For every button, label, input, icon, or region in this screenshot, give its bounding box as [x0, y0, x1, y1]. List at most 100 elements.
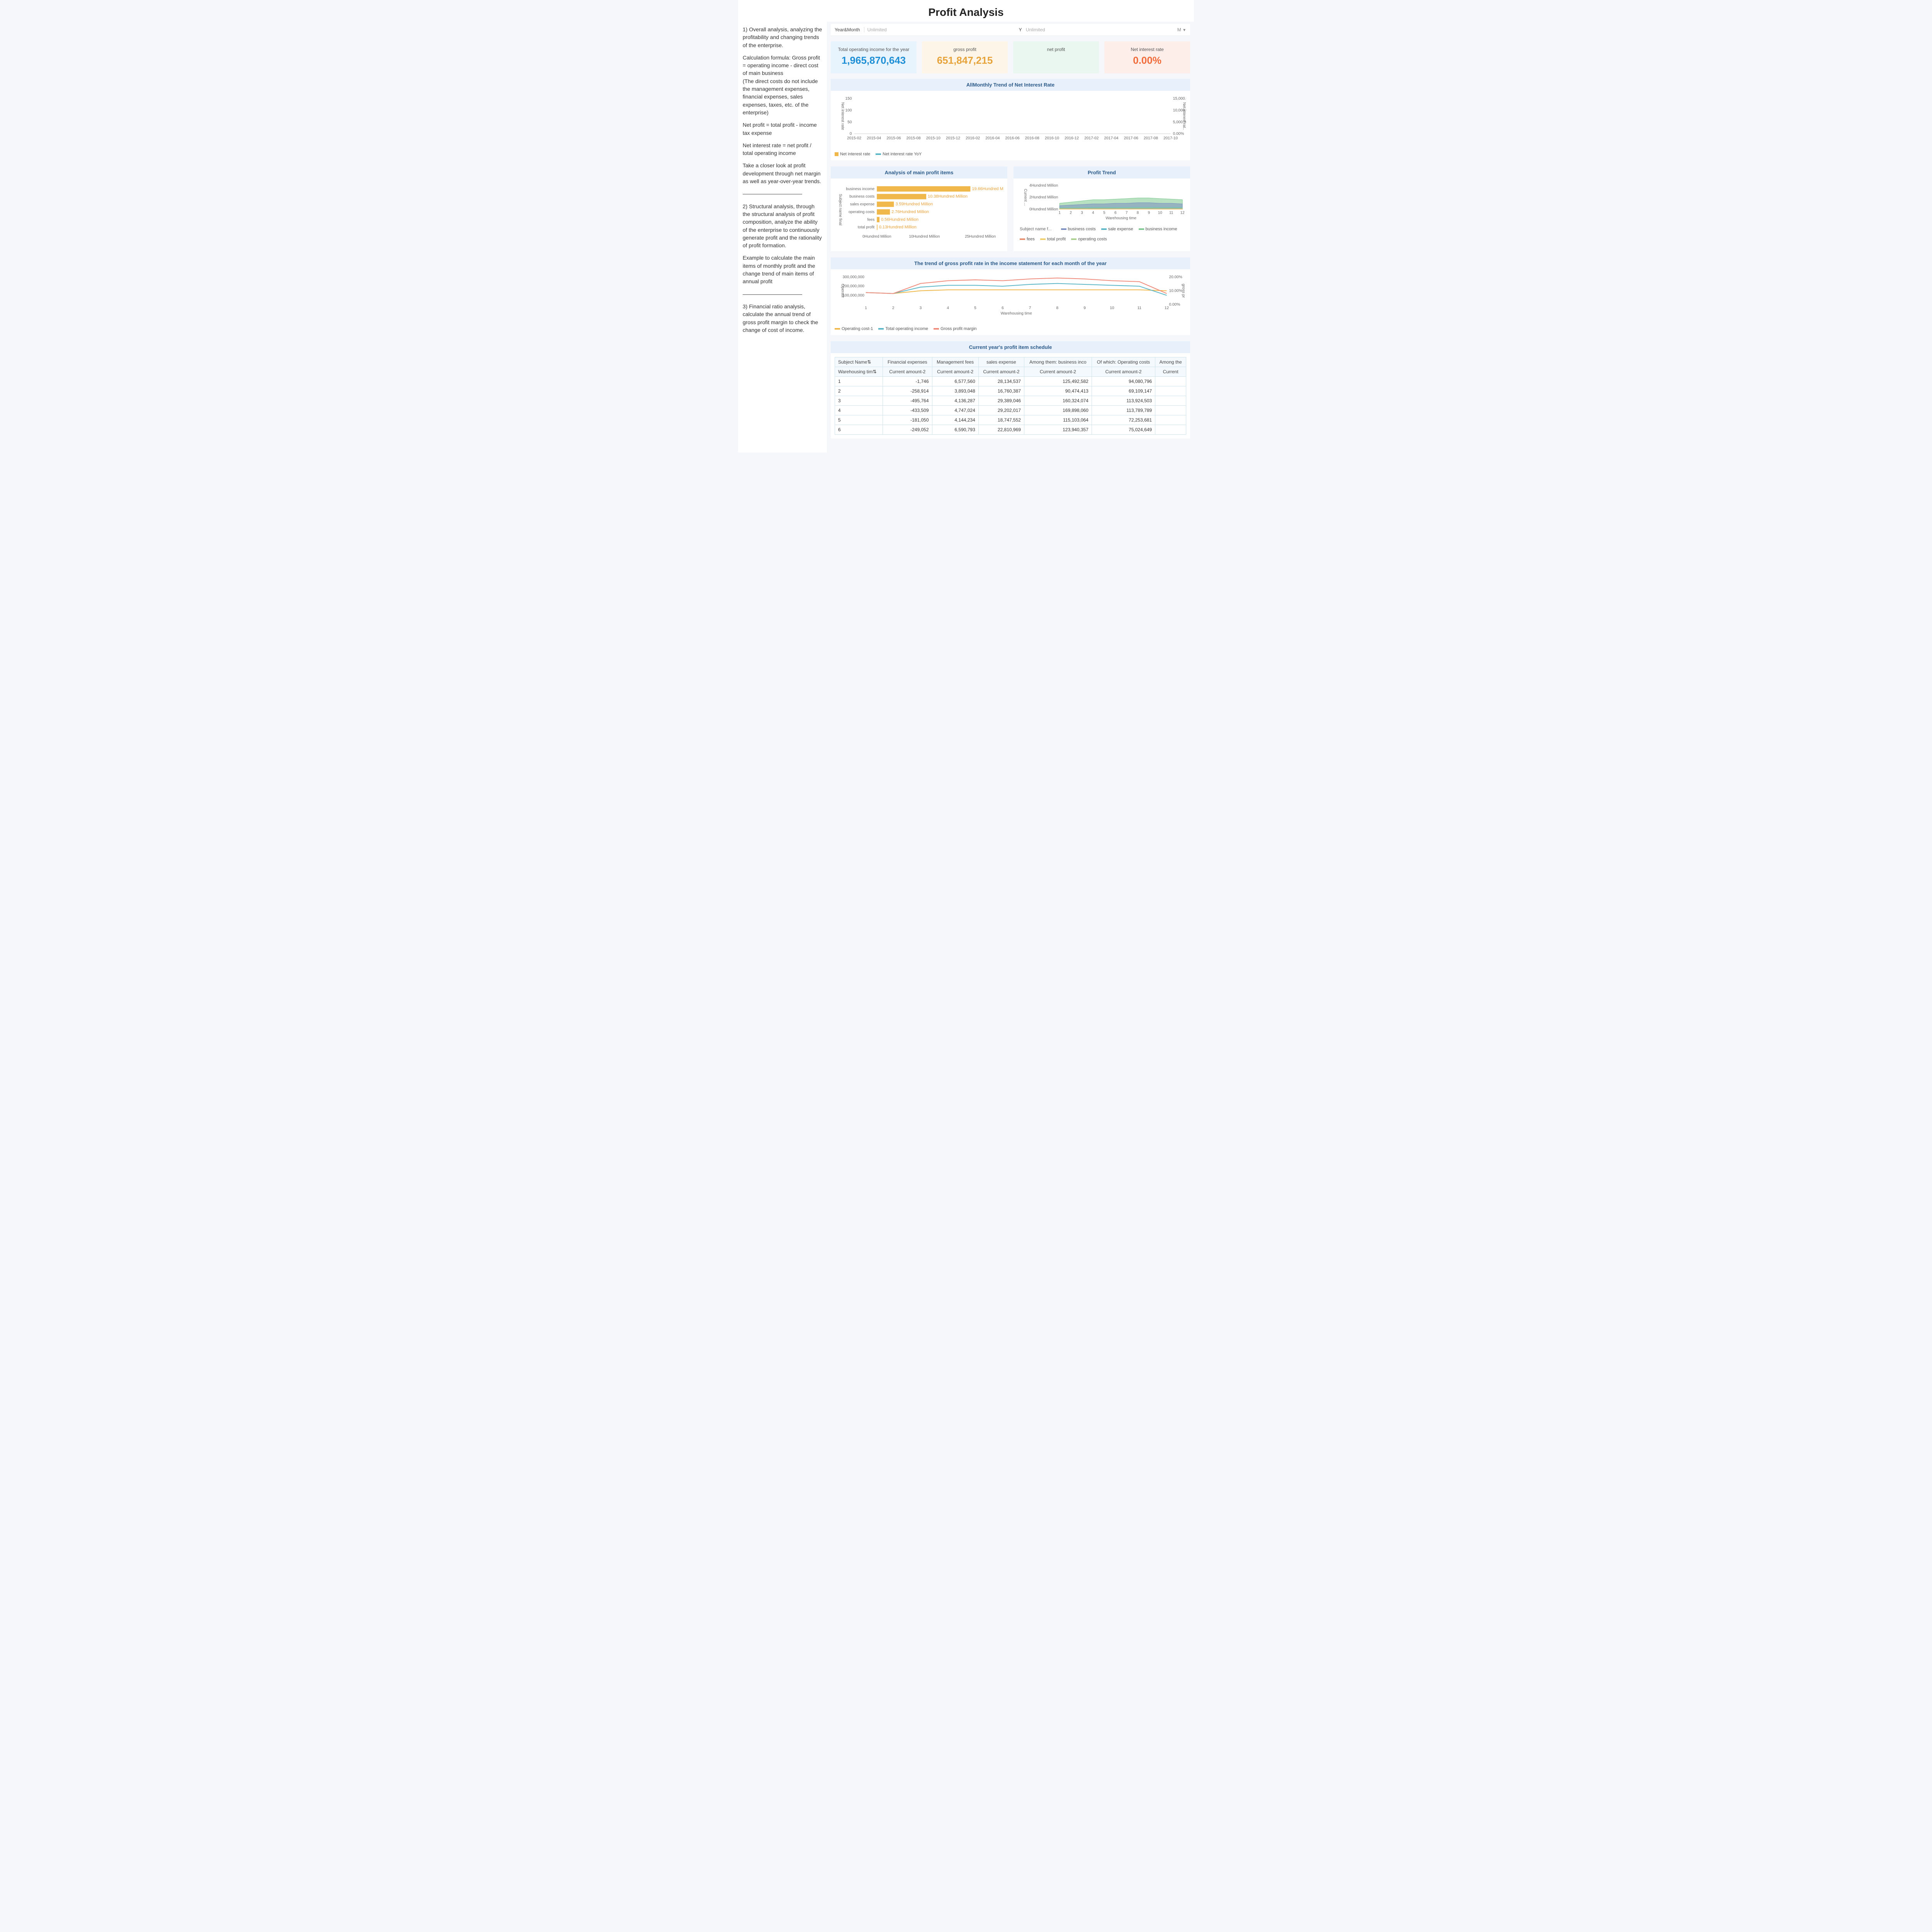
kpi-value: 1,965,870,643 — [835, 54, 913, 66]
table-header[interactable]: Current amount-2 — [978, 367, 1024, 376]
svg-text:business costs: business costs — [849, 194, 874, 199]
svg-text:10Hundred Million: 10Hundred Million — [909, 235, 940, 239]
kpi-card: net profit — [1013, 41, 1099, 73]
panel-schedule: Current year's profit item schedule Subj… — [831, 341, 1190, 439]
table-cell: 16,760,387 — [978, 386, 1024, 396]
svg-text:0.00%: 0.00% — [1173, 132, 1184, 136]
panel-profit-items-title: Analysis of main profit items — [831, 167, 1007, 179]
table-header[interactable]: Warehousing tim⇅ — [835, 367, 883, 376]
panel-gross-trend-title: The trend of gross profit rate in the in… — [831, 257, 1190, 269]
table-cell: 113,924,503 — [1092, 396, 1155, 405]
table-row: 2-258,9143,893,04816,760,38790,474,41369… — [835, 386, 1186, 396]
table-cell: -181,050 — [883, 415, 932, 425]
table-row: 6-249,0526,590,79322,810,969123,940,3577… — [835, 425, 1186, 434]
legend-item: Net interest rate YoY — [876, 152, 922, 156]
legend-item: fees — [1020, 237, 1035, 242]
table-cell: 3 — [835, 396, 883, 405]
filter-m-dropdown[interactable]: M ▼ — [1177, 27, 1186, 32]
table-header[interactable]: Among them: business inco — [1024, 357, 1092, 367]
profit-trend-chart: 0Hundred Million2Hundred Million4Hundred… — [1017, 182, 1186, 224]
table-cell: 4 — [835, 405, 883, 415]
table-header[interactable]: Among the — [1155, 357, 1186, 367]
kpi-label: Net interest rate — [1108, 47, 1186, 52]
svg-text:5: 5 — [1103, 211, 1105, 215]
table-row: 1-1,7466,577,56028,134,537125,492,58294,… — [835, 376, 1186, 386]
kpi-label: Total operating income for the year — [835, 47, 913, 52]
table-cell — [1155, 415, 1186, 425]
table-row: 4-433,5094,747,02429,202,017169,898,0601… — [835, 405, 1186, 415]
table-cell — [1155, 386, 1186, 396]
table-header[interactable]: Current — [1155, 367, 1186, 376]
profit-items-chart: business income19.66Hundred Millionbusin… — [835, 182, 1003, 248]
svg-text:12: 12 — [1165, 306, 1169, 310]
table-cell: 94,080,796 — [1092, 376, 1155, 386]
svg-text:100,000,000: 100,000,000 — [843, 294, 865, 298]
svg-text:25Hundred Million: 25Hundred Million — [965, 235, 996, 239]
table-cell: 72,253,681 — [1092, 415, 1155, 425]
svg-text:10.38Hundred Million: 10.38Hundred Million — [928, 194, 968, 199]
table-cell: 18,747,552 — [978, 415, 1024, 425]
svg-text:9: 9 — [1083, 306, 1086, 310]
table-cell: 6,590,793 — [932, 425, 978, 434]
svg-text:0Hundred Million: 0Hundred Million — [862, 235, 891, 239]
table-header[interactable]: Current amount-2 — [1092, 367, 1155, 376]
legend-item: Gross profit margin — [934, 327, 977, 331]
table-cell — [1155, 405, 1186, 415]
sidebar-paragraph: 1) Overall analysis, analyzing the profi… — [743, 26, 822, 49]
svg-text:sales expense: sales expense — [850, 202, 875, 206]
kpi-value: 651,847,215 — [926, 54, 1004, 66]
table-cell: -495,764 — [883, 396, 932, 405]
table-cell: 4,144,234 — [932, 415, 978, 425]
svg-text:2016-08: 2016-08 — [1025, 136, 1039, 140]
svg-text:2Hundred Million: 2Hundred Million — [1029, 195, 1058, 199]
filter-y-value[interactable]: Unlimited — [1026, 27, 1045, 32]
table-cell: -1,746 — [883, 376, 932, 386]
svg-text:10: 10 — [1110, 306, 1114, 310]
table-header[interactable]: Financial expenses — [883, 357, 932, 367]
monthly-trend-chart: 0501001500.00%5,000.00%10,000.00%15,000.… — [835, 95, 1186, 150]
svg-text:8: 8 — [1056, 306, 1059, 310]
kpi-card: Net interest rate 0.00% — [1104, 41, 1190, 73]
svg-text:0.56Hundred Million: 0.56Hundred Million — [881, 217, 918, 222]
table-cell: 6 — [835, 425, 883, 434]
table-header[interactable]: Current amount-2 — [932, 367, 978, 376]
table-row: 3-495,7644,136,28729,389,046160,324,0741… — [835, 396, 1186, 405]
gross-trend-legend: Operating cost-1Total operating incomeGr… — [835, 327, 1186, 331]
profit-trend-legend: Subject name f...business costssale expe… — [1020, 227, 1186, 242]
table-cell: 22,810,969 — [978, 425, 1024, 434]
table-cell: -433,509 — [883, 405, 932, 415]
table-cell: 4,747,024 — [932, 405, 978, 415]
table-header[interactable]: Current amount-2 — [1024, 367, 1092, 376]
svg-text:Warehousing time: Warehousing time — [1105, 216, 1136, 220]
svg-text:total profit: total profit — [858, 225, 875, 230]
table-cell: 5 — [835, 415, 883, 425]
kpi-value: 0.00% — [1108, 54, 1186, 66]
svg-text:2017-08: 2017-08 — [1144, 136, 1158, 140]
table-header[interactable]: sales expense — [978, 357, 1024, 367]
sidebar-notes: 1) Overall analysis, analyzing the profi… — [738, 22, 827, 452]
svg-text:150: 150 — [845, 97, 852, 101]
svg-text:Operatir: Operatir — [840, 284, 845, 298]
svg-text:4Hundred Million: 4Hundred Million — [1029, 183, 1058, 187]
table-header[interactable]: Current amount-2 — [883, 367, 932, 376]
table-cell: 69,109,147 — [1092, 386, 1155, 396]
table-cell: -249,052 — [883, 425, 932, 434]
sidebar-paragraph: Example to calculate the main items of m… — [743, 254, 822, 285]
svg-text:2015-02: 2015-02 — [847, 136, 861, 140]
kpi-card: Total operating income for the year 1,96… — [831, 41, 917, 73]
filter-y-label: Y — [1019, 27, 1022, 32]
svg-text:2015-06: 2015-06 — [886, 136, 901, 140]
svg-text:50: 50 — [847, 120, 852, 124]
svg-text:200,000,000: 200,000,000 — [843, 284, 865, 289]
table-cell — [1155, 425, 1186, 434]
table-header[interactable]: Management fees — [932, 357, 978, 367]
legend-item: total profit — [1040, 237, 1066, 242]
table-cell: 113,789,789 — [1092, 405, 1155, 415]
table-header[interactable]: Subject Name⇅ — [835, 357, 883, 367]
gross-trend-chart: 100,000,000200,000,000300,000,0000.00%10… — [835, 273, 1186, 324]
svg-text:operating costs: operating costs — [849, 210, 874, 214]
table-header[interactable]: Of which: Operating costs — [1092, 357, 1155, 367]
svg-text:11: 11 — [1169, 211, 1173, 215]
legend-item: business income — [1139, 227, 1177, 231]
filter-year-month-value[interactable]: Unlimited — [864, 27, 887, 32]
